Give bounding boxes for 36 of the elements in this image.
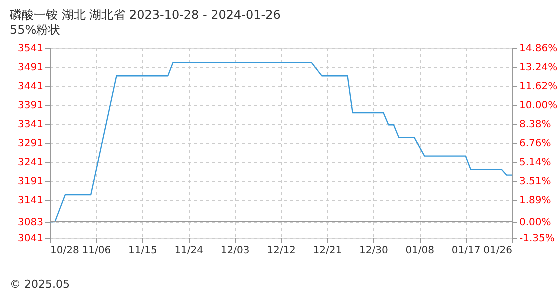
text: © 2025.05 [10, 278, 70, 291]
y2-tick-label: 8.38% [520, 119, 552, 130]
y2-tick-label: 5.14% [520, 157, 552, 168]
x-tick-label: 11/06 [82, 246, 112, 256]
y2-tick-label: 1.89% [520, 196, 552, 207]
y2-tick-label: 10.00% [520, 100, 558, 112]
x-tick-label: 11/24 [174, 246, 204, 256]
y-tick-label: 3141 [18, 196, 44, 206]
chart-subtitle: 55%粉状 [10, 23, 61, 37]
y-tick-label: 3041 [18, 234, 44, 244]
y-tick-label: 3241 [18, 158, 44, 168]
y-tick-label: 3291 [18, 138, 44, 150]
chart-title: 磷酸一铵 湖北 湖北省 2023-10-28 - 2024-01-26 [9, 8, 281, 22]
y2-tick-label: 3.51% [520, 176, 552, 188]
y-tick-label: 3441 [18, 82, 44, 92]
x-tick-label: 01/08 [406, 246, 435, 256]
y-tick-label: 3191 [18, 176, 44, 188]
y2-tick-label: 6.76% [520, 138, 552, 150]
x-tick-label: 12/30 [359, 246, 388, 256]
y-tick-label: 3341 [18, 120, 44, 130]
y-tick-label: 3083 [18, 218, 44, 229]
y2-tick-label: 14.86% [520, 44, 558, 54]
y2-tick-label: 13.24% [520, 62, 558, 74]
x-tick-label: 12/21 [313, 246, 342, 256]
y-tick-label: 3391 [18, 100, 44, 112]
x-tick-label: 12/12 [267, 246, 296, 256]
y-tick-label: 3491 [18, 62, 44, 74]
y2-tick-label: 11.62% [520, 81, 558, 92]
y-tick-label: 3541 [18, 44, 44, 54]
y2-tick-label: -1.35% [520, 234, 555, 244]
x-tick-label: 10/28 [50, 246, 80, 256]
x-tick-label: 01/26 [484, 246, 512, 256]
x-tick-label: 12/03 [220, 246, 250, 256]
x-tick-label: 01/17 [452, 246, 481, 256]
x-tick-label: 11/15 [128, 246, 158, 256]
y2-tick-label: 0.00% [520, 218, 552, 229]
